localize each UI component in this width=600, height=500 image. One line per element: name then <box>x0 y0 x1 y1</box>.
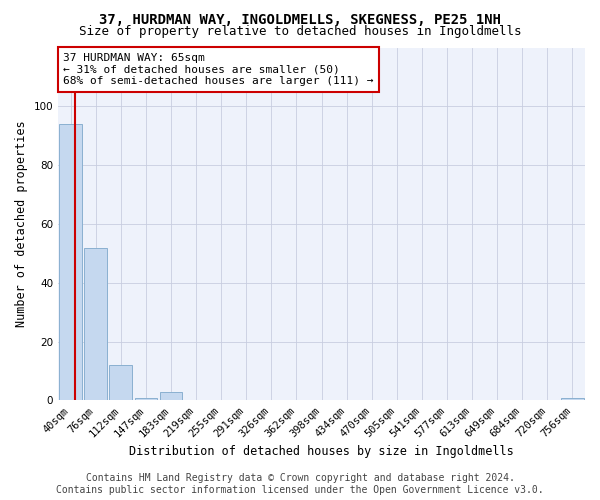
Text: 37, HURDMAN WAY, INGOLDMELLS, SKEGNESS, PE25 1NH: 37, HURDMAN WAY, INGOLDMELLS, SKEGNESS, … <box>99 12 501 26</box>
Bar <box>561 398 584 400</box>
X-axis label: Distribution of detached houses by size in Ingoldmells: Distribution of detached houses by size … <box>129 444 514 458</box>
Bar <box>134 398 157 400</box>
Text: Contains HM Land Registry data © Crown copyright and database right 2024.
Contai: Contains HM Land Registry data © Crown c… <box>56 474 544 495</box>
Bar <box>160 392 182 400</box>
Text: Size of property relative to detached houses in Ingoldmells: Size of property relative to detached ho… <box>79 25 521 38</box>
Text: 37 HURDMAN WAY: 65sqm
← 31% of detached houses are smaller (50)
68% of semi-deta: 37 HURDMAN WAY: 65sqm ← 31% of detached … <box>64 53 374 86</box>
Bar <box>85 248 107 400</box>
Y-axis label: Number of detached properties: Number of detached properties <box>15 120 28 328</box>
Bar <box>59 124 82 400</box>
Bar <box>109 365 132 400</box>
